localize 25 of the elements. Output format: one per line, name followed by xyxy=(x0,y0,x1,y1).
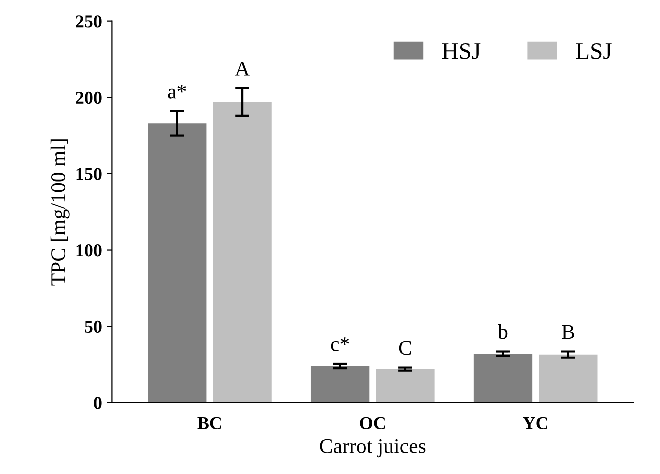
x-tick-label: BC xyxy=(198,417,222,430)
y-tick-label: 200 xyxy=(76,92,102,104)
bar xyxy=(376,369,435,403)
y-tick-label: 50 xyxy=(85,320,102,334)
annotation: b xyxy=(498,324,508,340)
x-axis-title: Carrot juices xyxy=(320,439,426,458)
y-tick-label: 100 xyxy=(76,244,102,257)
annotation: A xyxy=(235,62,250,76)
annotation: C xyxy=(399,341,412,356)
y-tick-label: 150 xyxy=(76,168,102,180)
bar xyxy=(213,102,272,403)
y-tick-label: 250 xyxy=(76,16,102,28)
bar xyxy=(148,124,207,403)
x-tick-label: YC xyxy=(523,417,548,430)
y-axis-title: TPC [mg/100 ml] xyxy=(50,140,70,286)
annotation: a* xyxy=(168,84,186,99)
y-tick-label: 0 xyxy=(94,397,102,410)
annotation: c* xyxy=(331,338,350,352)
x-tick-label: OC xyxy=(360,417,386,430)
bar xyxy=(310,366,370,403)
legend-label: LSJ xyxy=(576,43,612,60)
annotation: B xyxy=(562,325,574,340)
bar xyxy=(539,354,598,403)
legend-label: HSJ xyxy=(442,43,481,60)
bar xyxy=(474,354,533,403)
